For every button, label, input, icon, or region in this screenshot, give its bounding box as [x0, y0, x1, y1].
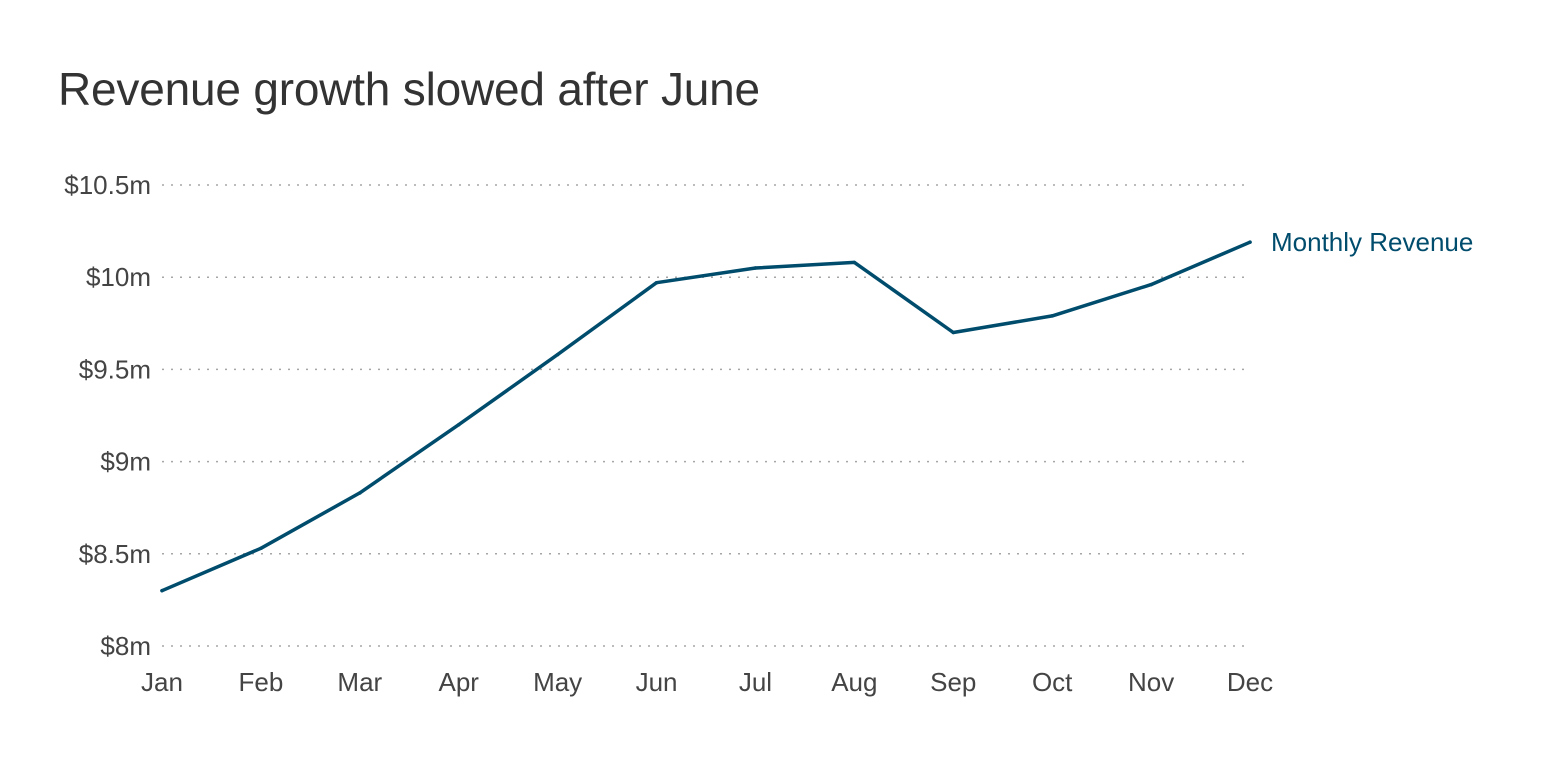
- y-tick-label: $10.5m: [64, 170, 151, 200]
- gridlines: [162, 184, 1245, 647]
- y-tick-label: $10m: [86, 262, 151, 292]
- x-tick-label: Aug: [831, 667, 877, 697]
- x-tick-label: Dec: [1227, 667, 1273, 697]
- x-tick-label: Mar: [337, 667, 382, 697]
- x-tick-label: Apr: [438, 667, 479, 697]
- data-point: [160, 588, 164, 593]
- y-tick-label: $9m: [100, 447, 151, 477]
- data-point: [654, 280, 659, 285]
- y-tick-label: $8m: [100, 631, 151, 661]
- data-point: [555, 352, 560, 357]
- series-layer: Monthly Revenue: [160, 227, 1473, 593]
- y-axis-ticks: $8m $8.5m $9m $9.5m $10m $10.5m: [64, 170, 151, 661]
- series-label: Monthly Revenue: [1271, 227, 1473, 257]
- data-point: [951, 330, 956, 335]
- x-tick-label: Nov: [1128, 667, 1174, 697]
- data-point: [1050, 314, 1054, 318]
- data-point: [259, 546, 263, 551]
- x-tick-label: May: [533, 667, 582, 697]
- x-tick-label: Sep: [930, 667, 976, 697]
- x-tick-label: Feb: [239, 667, 284, 697]
- x-tick-label: Oct: [1032, 667, 1073, 697]
- data-point: [753, 266, 758, 270]
- data-point: [1248, 240, 1252, 244]
- series-line: [160, 240, 1252, 593]
- data-point: [456, 422, 461, 427]
- y-tick-label: $9.5m: [79, 354, 151, 384]
- x-tick-label: Jan: [141, 667, 183, 697]
- x-tick-label: Jun: [636, 667, 678, 697]
- data-point: [852, 260, 857, 265]
- y-tick-label: $8.5m: [79, 539, 151, 569]
- x-tick-label: Jul: [739, 667, 772, 697]
- chart-title: Revenue growth slowed after June: [58, 63, 760, 115]
- data-point: [358, 491, 362, 495]
- x-axis-ticks: Jan Feb Mar Apr May Jun Jul Aug Sep Oct Nov Dec: [141, 667, 1273, 697]
- data-point: [1149, 282, 1153, 287]
